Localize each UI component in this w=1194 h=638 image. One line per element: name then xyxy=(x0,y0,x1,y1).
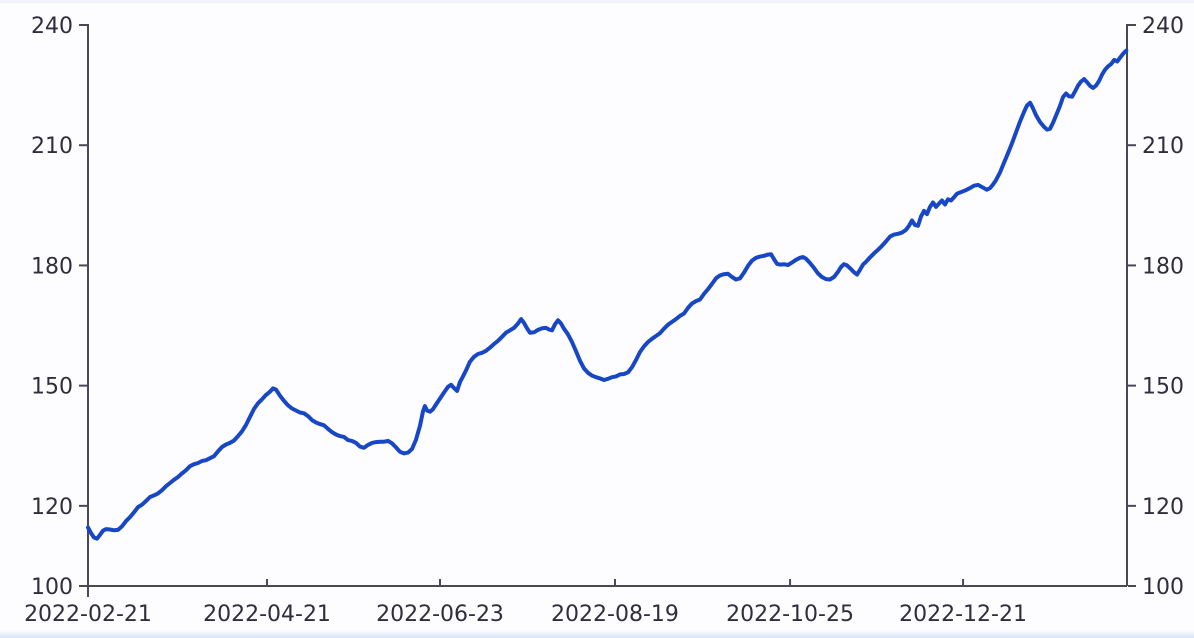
x-tick-label: 2022-02-21 xyxy=(24,602,152,627)
y-tick-label-left: 180 xyxy=(31,254,73,279)
x-tick-label: 2022-12-21 xyxy=(899,602,1027,627)
series-line-price-index xyxy=(86,48,1129,541)
y-tick-label-right: 150 xyxy=(1142,375,1184,400)
x-tick-label: 2022-08-19 xyxy=(551,602,679,627)
y-tick-label-left: 240 xyxy=(31,14,73,39)
y-tick-label-right: 100 xyxy=(1142,575,1184,600)
y-tick-label-right: 120 xyxy=(1142,495,1184,520)
y-tick-label-left: 210 xyxy=(31,134,73,159)
y-tick-label-right: 210 xyxy=(1142,134,1184,159)
y-tick-label-left: 120 xyxy=(31,495,73,520)
y-tick-label-right: 180 xyxy=(1142,254,1184,279)
y-tick-label-left: 150 xyxy=(31,375,73,400)
y-tick-label-right: 240 xyxy=(1142,14,1184,39)
x-tick-label: 2022-10-25 xyxy=(726,602,854,627)
x-tick-label: 2022-06-23 xyxy=(376,602,504,627)
x-tick-label: 2022-04-21 xyxy=(203,602,331,627)
y-tick-label-left: 100 xyxy=(31,575,73,600)
